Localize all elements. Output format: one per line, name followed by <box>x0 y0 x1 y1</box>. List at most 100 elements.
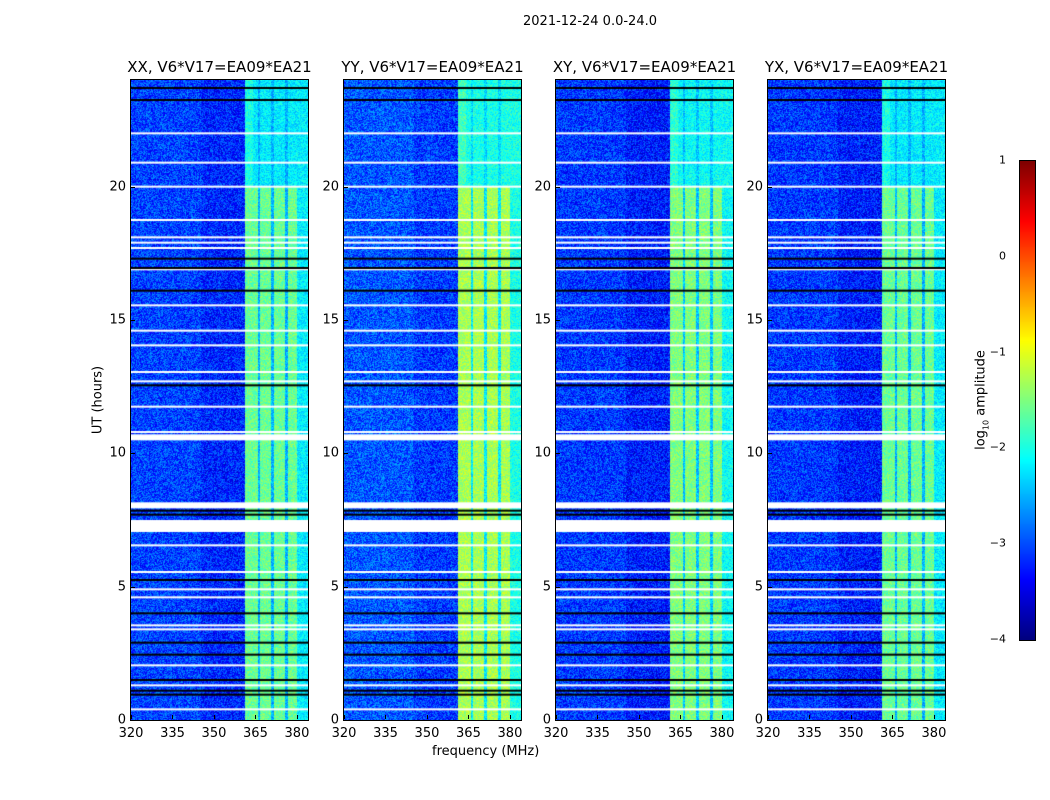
x-tick-label: 365 <box>456 726 481 741</box>
panel-title: XY, V6*V17=EA09*EA21 <box>552 58 737 76</box>
y-tick-label: 10 <box>322 445 339 461</box>
y-tick-mark <box>131 320 135 321</box>
x-tick-label: 350 <box>414 726 440 741</box>
y-tick-label: 20 <box>534 179 551 195</box>
y-tick-label: 0 <box>542 712 551 728</box>
y-tick-mark <box>768 186 772 188</box>
y-tick-mark <box>556 586 560 588</box>
y-tick-mark <box>131 586 135 588</box>
plot-frame <box>767 79 946 721</box>
panel-3: YX, V6*V17=EA09*EA21 320 335 350 365 380… <box>746 58 948 741</box>
x-tick-mark <box>426 715 428 719</box>
colorbar-tick-label: −4 <box>989 632 1006 646</box>
x-tick-mark <box>850 715 852 719</box>
y-tick-mark <box>344 586 348 588</box>
x-tick-label: 335 <box>585 726 610 741</box>
colorbar-tick-label: 1 <box>999 153 1006 167</box>
y-tick-mark <box>344 720 348 721</box>
colorbar <box>1019 160 1036 641</box>
y-tick-mark <box>768 453 772 455</box>
x-tick-mark <box>638 715 640 719</box>
x-tick-label: 320 <box>755 726 781 741</box>
x-tick-label: 335 <box>797 726 822 741</box>
x-tick-mark <box>255 715 257 719</box>
colorbar-tick-label: 0 <box>999 249 1006 263</box>
panel-2: XY, V6*V17=EA09*EA21 320 335 350 365 380… <box>534 58 736 741</box>
x-tick-label: 380 <box>921 726 947 741</box>
waterfall-heatmap <box>768 80 945 720</box>
x-tick-label: 380 <box>497 726 523 741</box>
figure-title: 2021-12-24 0.0-24.0 <box>523 14 657 29</box>
colorbar-label: log10 amplitude <box>973 350 991 450</box>
y-tick-label: 20 <box>109 179 126 195</box>
y-axis-label: UT (hours) <box>90 365 106 435</box>
y-tick-mark <box>556 720 560 721</box>
y-tick-mark <box>556 320 560 321</box>
colorbar-tick-label: −2 <box>989 440 1006 454</box>
colorbar-tick-label: −1 <box>989 345 1006 359</box>
y-tick-mark <box>131 720 135 721</box>
x-tick-mark <box>768 715 769 719</box>
panel-title: YY, V6*V17=EA09*EA21 <box>341 58 524 76</box>
x-tick-mark <box>131 715 132 719</box>
y-tick-mark <box>556 453 560 455</box>
y-tick-mark <box>768 586 772 588</box>
y-tick-label: 0 <box>754 712 763 728</box>
x-tick-mark <box>556 715 557 719</box>
panel-title: XX, V6*V17=EA09*EA21 <box>127 58 312 76</box>
panel-0: XX, V6*V17=EA09*EA21 320 335 350 365 380… <box>109 58 311 741</box>
x-tick-label: 350 <box>838 726 864 741</box>
x-tick-label: 365 <box>243 726 268 741</box>
y-tick-label: 5 <box>542 579 551 595</box>
x-tick-mark <box>172 715 174 719</box>
x-tick-label: 320 <box>543 726 569 741</box>
panel-title: YX, V6*V17=EA09*EA21 <box>764 58 949 76</box>
x-tick-label: 335 <box>160 726 185 741</box>
x-tick-mark <box>213 715 215 719</box>
y-tick-mark <box>768 720 772 721</box>
x-axis-label: frequency (MHz) <box>432 744 540 759</box>
y-tick-mark <box>344 320 348 321</box>
y-tick-label: 10 <box>109 445 126 461</box>
x-tick-label: 380 <box>709 726 735 741</box>
y-tick-label: 15 <box>534 312 551 328</box>
waterfall-heatmap <box>131 80 308 720</box>
y-tick-label: 0 <box>117 712 126 728</box>
x-tick-mark <box>892 715 894 719</box>
y-tick-mark <box>344 453 348 455</box>
x-tick-mark <box>680 715 682 719</box>
x-tick-mark <box>597 715 599 719</box>
x-tick-mark <box>468 715 470 719</box>
y-tick-mark <box>768 320 772 321</box>
y-tick-label: 15 <box>746 312 763 328</box>
x-tick-label: 335 <box>373 726 398 741</box>
plot-frame <box>343 79 522 721</box>
x-tick-label: 365 <box>668 726 693 741</box>
x-tick-label: 320 <box>118 726 144 741</box>
x-tick-mark <box>809 715 811 719</box>
waterfall-heatmap <box>344 80 521 720</box>
panel-1: YY, V6*V17=EA09*EA21 320 335 350 365 380… <box>322 58 523 741</box>
x-tick-mark <box>721 715 723 719</box>
x-tick-mark <box>509 715 511 719</box>
y-tick-label: 5 <box>754 579 763 595</box>
y-tick-mark <box>344 186 348 188</box>
y-tick-mark <box>556 186 560 188</box>
x-tick-mark <box>385 715 387 719</box>
x-tick-label: 365 <box>880 726 905 741</box>
y-tick-label: 20 <box>322 179 339 195</box>
y-tick-label: 5 <box>330 579 339 595</box>
colorbar-tick-label: −3 <box>989 536 1006 550</box>
x-tick-label: 320 <box>331 726 357 741</box>
y-tick-label: 0 <box>330 712 339 728</box>
x-tick-mark <box>344 715 345 719</box>
y-tick-mark <box>131 186 135 188</box>
y-tick-label: 15 <box>109 312 126 328</box>
x-tick-mark <box>933 715 935 719</box>
plot-frame <box>555 79 734 721</box>
x-tick-label: 350 <box>201 726 227 741</box>
x-tick-mark <box>296 715 298 719</box>
waterfall-heatmap <box>556 80 733 720</box>
x-tick-label: 380 <box>284 726 310 741</box>
x-tick-label: 350 <box>626 726 652 741</box>
